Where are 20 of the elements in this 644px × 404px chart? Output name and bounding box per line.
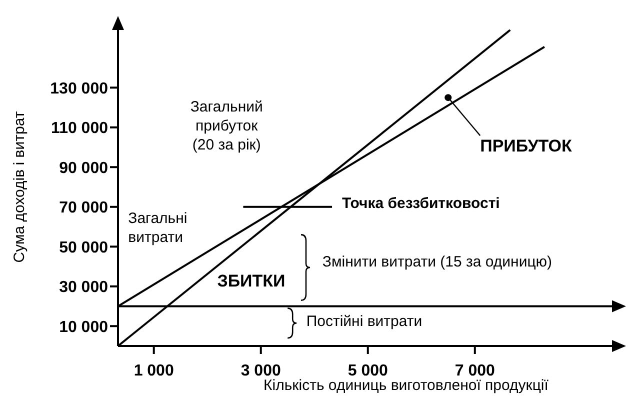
y-axis-title: Сума доходів і витрат [11, 111, 28, 263]
x-tick-label: 3 000 [240, 362, 281, 380]
x-tick-label: 7 000 [454, 362, 495, 380]
y-tick-label: 10 000 [59, 318, 108, 336]
annotation: Загальні витрати [128, 210, 188, 246]
x-tick-label: 5 000 [348, 362, 388, 380]
y-tick-label: 70 000 [59, 200, 108, 217]
y-tick-label: 30 000 [59, 279, 108, 296]
y-tick-label: 130 000 [50, 80, 108, 98]
x-tick-label: 1 000 [134, 362, 174, 380]
y-tick-label: 50 000 [59, 239, 108, 256]
annotation: Змінити витрати (15 за одиницю) [322, 254, 552, 270]
annotation: Постійні витрати [306, 313, 422, 330]
annotation: Точка беззбитковості [342, 194, 500, 212]
y-tick-label: 110 000 [51, 120, 108, 138]
annotation: ЗБИТКИ [217, 271, 286, 290]
annotation: ПРИБУТОК [480, 136, 572, 156]
x-axis-title: Кількість одиниць виготовленої продукції [264, 377, 550, 394]
annotation: Загальний прибуток (20 за рік) [190, 98, 263, 154]
y-tick-label: 90 000 [59, 160, 108, 177]
